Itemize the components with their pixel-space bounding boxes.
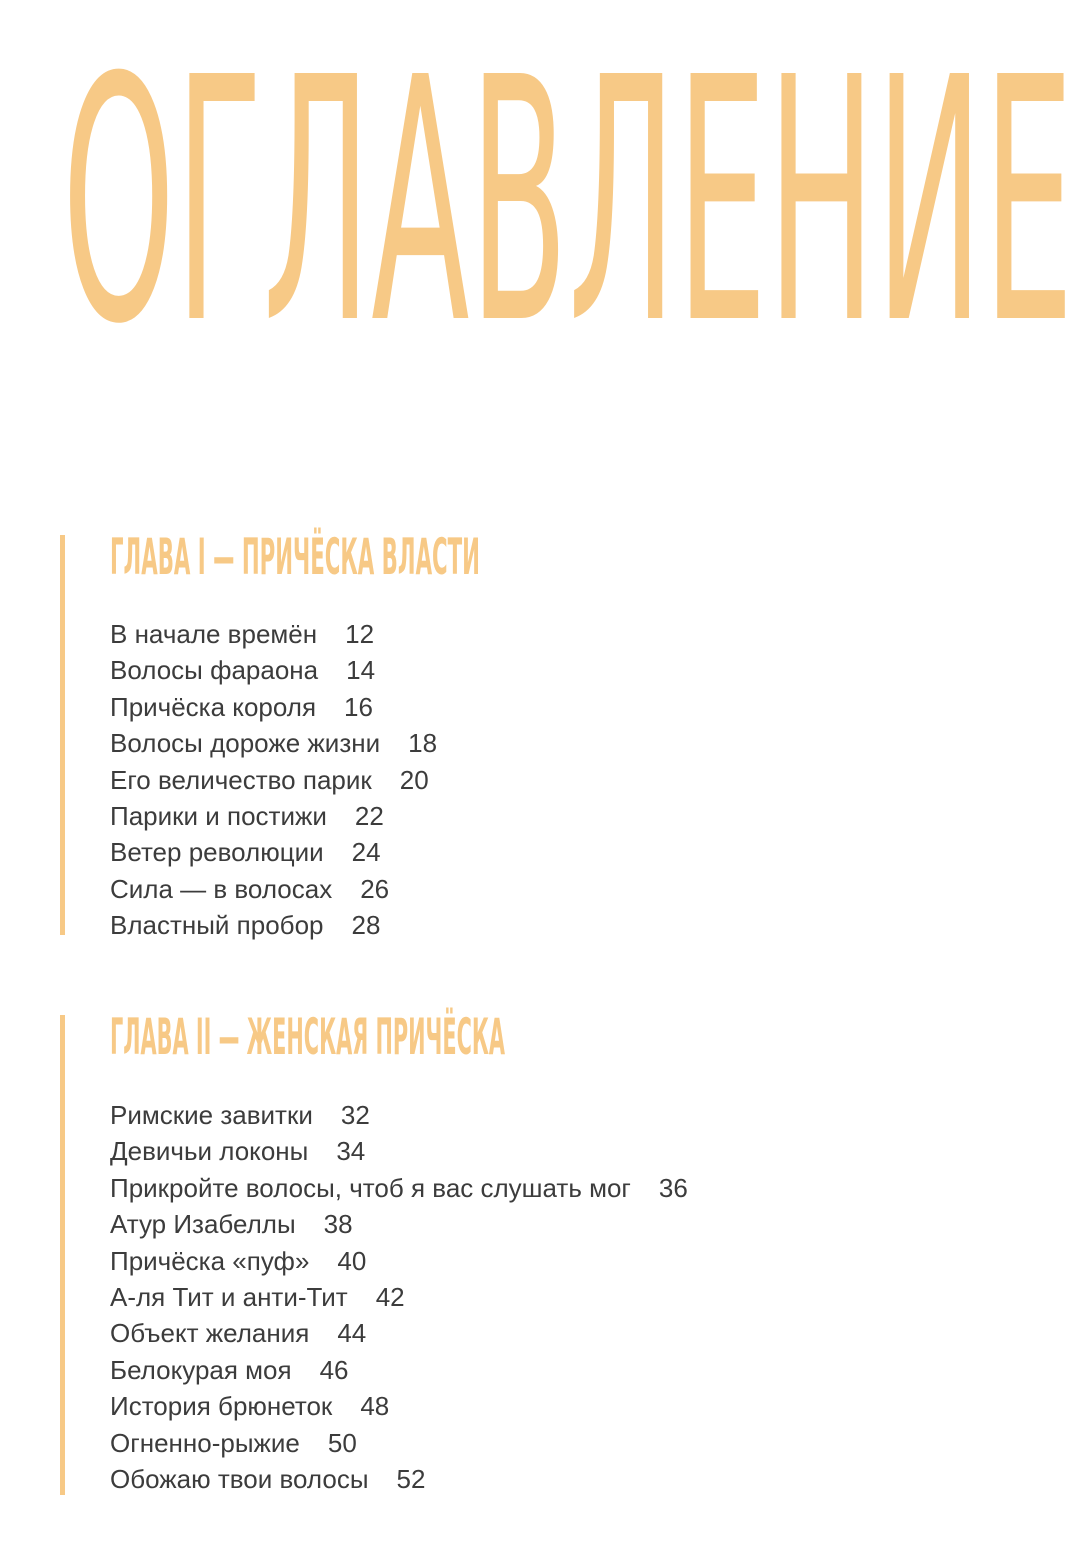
chapter-bar	[60, 535, 65, 935]
entry-title: Объект желания	[110, 1318, 310, 1349]
toc-entry: Объект желания 44	[110, 1315, 688, 1351]
toc-entry: Белокурая моя 46	[110, 1352, 688, 1388]
toc-entry: Властный пробор 28	[110, 907, 437, 943]
entry-page: 38	[323, 1209, 353, 1240]
toc-entry: Обожаю твои волосы 52	[110, 1461, 688, 1497]
entry-title: Прикройте волосы, чтоб я вас слушать мог	[110, 1172, 631, 1203]
chapter-heading: ГЛАВА II — ЖЕНСКАЯ ПРИЧЁСКА	[110, 1008, 505, 1066]
toc-entry: Римские завитки 32	[110, 1097, 688, 1133]
entry-page: 12	[345, 619, 375, 649]
entry-title: Парики и постижи	[110, 800, 327, 831]
toc-entry: Парики и постижи 22	[110, 798, 437, 834]
toc-entry: Его величество парик 20	[110, 762, 437, 798]
entry-page: 52	[396, 1463, 426, 1494]
entry-title: Волосы фараона	[110, 655, 319, 686]
entry-title: История брюнеток	[110, 1391, 333, 1422]
chapter-bar	[60, 1015, 65, 1495]
entry-title: Белокурая моя	[110, 1354, 292, 1385]
toc-entry: Волосы фараона 14	[110, 652, 437, 688]
toc-entry: Прикройте волосы, чтоб я вас слушать мог…	[110, 1170, 688, 1206]
toc-entry: А-ля Тит и анти-Тит 42	[110, 1279, 688, 1315]
entry-title: Волосы дороже жизни	[110, 728, 381, 759]
entry-page: 40	[337, 1245, 367, 1276]
toc-entry: Волосы дороже жизни 18	[110, 725, 437, 761]
entry-title: Причёска «пуф»	[110, 1245, 310, 1276]
toc-entry: Девичьи локоны 34	[110, 1133, 688, 1169]
entry-title: Причёска короля	[110, 691, 317, 722]
entry-page: 36	[658, 1172, 688, 1203]
entry-page: 24	[351, 837, 381, 868]
toc-entry: Причёска «пуф» 40	[110, 1243, 688, 1279]
entry-page: 22	[354, 800, 384, 831]
entry-page: 44	[337, 1318, 367, 1349]
entry-title: Атур Изабеллы	[110, 1209, 296, 1240]
entry-page: 28	[351, 910, 381, 941]
entry-page: 20	[399, 764, 429, 795]
entry-list: Римские завитки 32 Девичьи локоны 34 Прикрой…	[110, 1097, 688, 1497]
entry-title: А-ля Тит и анти-Тит	[110, 1281, 348, 1312]
chapter-heading-area: ГЛАВА II — ЖЕНСКАЯ ПРИЧЁСКА	[110, 1008, 505, 1066]
entry-list: В начале времён 12 Волосы фараона 14 Причёск…	[110, 616, 437, 944]
toc-entry: Сила — в волосах 26	[110, 871, 437, 907]
entry-page: 42	[375, 1281, 405, 1312]
entry-title: Властный пробор	[110, 910, 324, 941]
entry-page: 50	[327, 1427, 357, 1458]
entry-page: 48	[360, 1391, 390, 1422]
entry-title: В начале времён	[110, 619, 318, 649]
entry-title: Обожаю твои волосы	[110, 1463, 369, 1494]
chapter-heading-area: ГЛАВА I — ПРИЧЁСКА ВЛАСТИ	[110, 528, 480, 586]
toc-entry: В начале времён 12	[110, 616, 437, 652]
toc-entry: История брюнеток 48	[110, 1388, 688, 1424]
entry-title: Девичьи локоны	[110, 1136, 309, 1167]
entry-title: Огненно-рыжие	[110, 1427, 300, 1458]
toc-entry: Ветер революции 24	[110, 834, 437, 870]
entry-page: 32	[340, 1100, 370, 1130]
entry-title: Сила — в волосах	[110, 873, 333, 904]
entry-page: 46	[319, 1354, 349, 1385]
entry-title: Его величество парик	[110, 764, 372, 795]
toc-entry: Огненно-рыжие 50	[110, 1425, 688, 1461]
entry-page: 14	[346, 655, 376, 686]
entry-page: 26	[360, 873, 390, 904]
toc-entry: Причёска короля 16	[110, 689, 437, 725]
entry-title: Ветер революции	[110, 837, 324, 868]
toc-entry: Атур Изабеллы 38	[110, 1206, 688, 1242]
page-title: ОГЛАВЛЕНИЕ	[62, 7, 1074, 398]
chapter-heading: ГЛАВА I — ПРИЧЁСКА ВЛАСТИ	[110, 528, 480, 586]
entry-page: 18	[408, 728, 438, 759]
entry-page: 34	[336, 1136, 366, 1167]
title-area: ОГЛАВЛЕНИЕ	[62, 7, 1074, 398]
entry-title: Римские завитки	[110, 1100, 313, 1130]
entry-page: 16	[344, 691, 373, 722]
